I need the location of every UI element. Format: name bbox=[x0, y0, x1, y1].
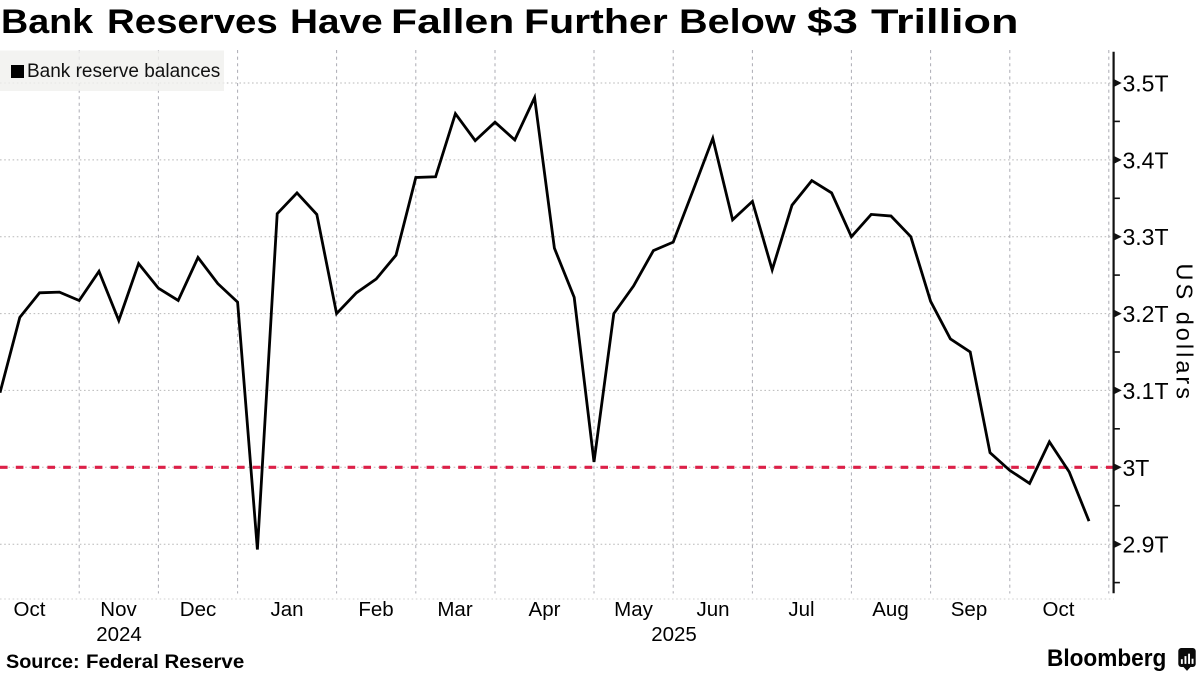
svg-text:Mar: Mar bbox=[437, 598, 472, 621]
svg-text:US dollars: US dollars bbox=[1172, 264, 1198, 400]
svg-text:Jan: Jan bbox=[270, 598, 303, 621]
svg-text:3.4T: 3.4T bbox=[1123, 147, 1169, 173]
svg-text:Jun: Jun bbox=[696, 598, 729, 621]
svg-text:Apr: Apr bbox=[529, 598, 561, 621]
svg-text:Nov: Nov bbox=[100, 598, 137, 621]
svg-text:Jul: Jul bbox=[788, 598, 814, 621]
svg-text:3.5T: 3.5T bbox=[1123, 71, 1169, 97]
svg-text:3.3T: 3.3T bbox=[1123, 224, 1169, 250]
svg-text:Oct: Oct bbox=[14, 598, 46, 621]
svg-text:Dec: Dec bbox=[180, 598, 216, 621]
svg-text:Aug: Aug bbox=[872, 598, 908, 621]
svg-text:3.1T: 3.1T bbox=[1123, 378, 1169, 404]
svg-text:2025: 2025 bbox=[651, 623, 697, 646]
svg-text:3.2T: 3.2T bbox=[1123, 301, 1169, 327]
svg-text:3T: 3T bbox=[1123, 455, 1150, 481]
svg-text:Feb: Feb bbox=[358, 598, 393, 621]
svg-text:2024: 2024 bbox=[96, 623, 142, 646]
svg-text:Oct: Oct bbox=[1043, 598, 1075, 621]
svg-text:2.9T: 2.9T bbox=[1123, 532, 1169, 558]
svg-text:Sep: Sep bbox=[951, 598, 987, 621]
svg-text:May: May bbox=[614, 598, 653, 621]
